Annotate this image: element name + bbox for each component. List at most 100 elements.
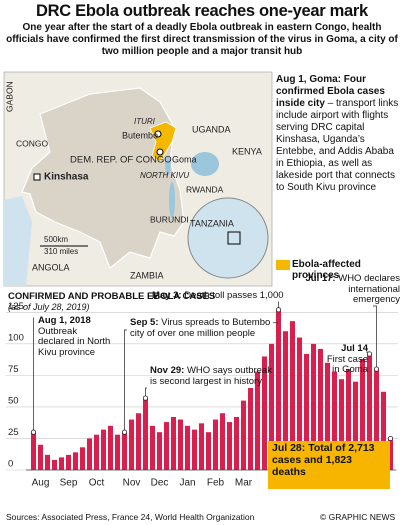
- bar: [226, 422, 233, 470]
- annotation-line: [124, 329, 127, 433]
- x-tick-label: Oct: [89, 478, 105, 489]
- bar: [149, 425, 156, 470]
- annotation-dot: [275, 307, 282, 313]
- bar: [58, 457, 65, 470]
- bar: [142, 398, 149, 470]
- y-tick-label: 125: [8, 301, 24, 312]
- globe-locator: [227, 231, 241, 245]
- legend-swatch: [276, 260, 290, 270]
- capital-dot: [33, 173, 41, 181]
- scale-label: 310 miles: [44, 247, 78, 256]
- map-label: ANGOLA: [32, 262, 70, 272]
- annotation-date: Aug 1, 2018: [38, 315, 91, 326]
- bar: [163, 422, 170, 470]
- bar: [282, 331, 289, 470]
- bar: [51, 459, 58, 470]
- y-tick-label: 0: [8, 459, 13, 470]
- annotation-date: Nov 29:: [150, 365, 185, 376]
- bar: [65, 454, 72, 470]
- bar: [387, 438, 394, 470]
- sea: [4, 196, 32, 286]
- bar: [114, 434, 121, 470]
- annotation-date: Jul 28:: [272, 442, 306, 454]
- map-label: ITURI: [134, 117, 156, 126]
- annotation-text: WHO says outbreak is second largest in h…: [150, 365, 272, 387]
- bar: [317, 348, 324, 470]
- map-label: DEM. REP. OF CONGO: [70, 155, 172, 166]
- annotation-text: Total of 2,713 cases and 1,823 deaths: [272, 442, 375, 478]
- y-tick-label: 25: [8, 427, 19, 438]
- map-label: CONGO: [16, 138, 49, 148]
- title: DRC Ebola outbreak reaches one-year mark: [36, 2, 368, 20]
- annotation: Aug 1, 2018 Outbreak declared in North Ki…: [38, 315, 116, 358]
- lake: [191, 152, 219, 176]
- x-tick-label: Dec: [151, 478, 169, 489]
- side-note: Aug 1, Goma: Four confirmed Ebola cases …: [276, 74, 400, 194]
- map-label: GABON: [4, 81, 14, 112]
- annotation-dot: [142, 395, 149, 401]
- bar: [296, 337, 303, 470]
- bar: [373, 369, 380, 470]
- x-tick-label: Mar: [235, 478, 253, 489]
- bar: [233, 417, 240, 470]
- city-dot: [156, 148, 164, 156]
- bar: [205, 432, 212, 470]
- bar: [184, 425, 191, 470]
- lake: [169, 182, 175, 218]
- bar: [240, 400, 247, 470]
- lake: [165, 157, 171, 175]
- annotation-line: [373, 305, 377, 370]
- sources: Sources: Associated Press, France 24, Wo…: [6, 512, 255, 522]
- annotation-text: Outbreak declared in North Kivu province: [38, 325, 111, 358]
- map-label: RWANDA: [186, 184, 224, 194]
- subtitle: One year after the start of a deadly Ebo…: [6, 22, 398, 57]
- legend-label: Ebola-affected provinces: [292, 259, 361, 281]
- bar: [121, 432, 128, 470]
- y-tick-label: 75: [8, 364, 19, 375]
- bar: [275, 309, 282, 470]
- annotation-line: [145, 387, 147, 399]
- annotation: Sep 5: Virus spreads to Butembo – city o…: [130, 317, 280, 339]
- x-tick-label: Sep: [60, 478, 78, 489]
- annotation: Jul 14 First case in Goma: [322, 343, 368, 376]
- map-label: UGANDA: [192, 124, 231, 134]
- bar: [254, 371, 261, 470]
- bar: [191, 429, 198, 470]
- map-label: TANZANIA: [190, 218, 234, 228]
- annotation-text: WHO declares international emergency: [338, 273, 400, 305]
- bar: [366, 353, 373, 470]
- bar: [44, 454, 51, 470]
- y-tick-label: 50: [8, 395, 19, 406]
- bar: [380, 391, 387, 470]
- bar: [212, 419, 219, 470]
- bar: [156, 432, 163, 470]
- chart-subtitle: (as of July 28, 2019): [8, 302, 90, 312]
- chart-title: CONFIRMED AND PROBABLE EBOLA CASES: [8, 291, 216, 302]
- copyright: © GRAPHIC NEWS: [320, 512, 396, 522]
- bar: [303, 353, 310, 470]
- bar: [268, 343, 275, 470]
- bar: [128, 419, 135, 470]
- annotation-date: Jul 14: [341, 343, 368, 354]
- drc: [21, 87, 185, 269]
- x-tick-label: Aug: [32, 478, 50, 489]
- bar: [170, 417, 177, 470]
- map-label: Goma: [172, 154, 197, 164]
- bar: [198, 423, 205, 470]
- map-label: ZAMBIA: [130, 270, 164, 280]
- x-tick-label: Feb: [207, 478, 225, 489]
- annotation: Jul 17: WHO declares international emerg…: [300, 273, 400, 306]
- bar: [359, 358, 366, 470]
- note-lead: Four confirmed Ebola cases inside city: [276, 74, 385, 109]
- bar: [100, 429, 107, 470]
- map-label: KENYA: [232, 146, 262, 156]
- annotation: Nov 29: WHO says outbreak is second larg…: [150, 365, 280, 387]
- bar: [352, 381, 359, 470]
- note-head: Aug 1, Goma:: [276, 74, 342, 85]
- map-label: Kinshasa: [44, 172, 89, 183]
- x-tick-label: Nov: [123, 478, 141, 489]
- map-label: NORTH KIVU: [140, 171, 189, 180]
- annotation-text: First case in Goma: [326, 353, 368, 375]
